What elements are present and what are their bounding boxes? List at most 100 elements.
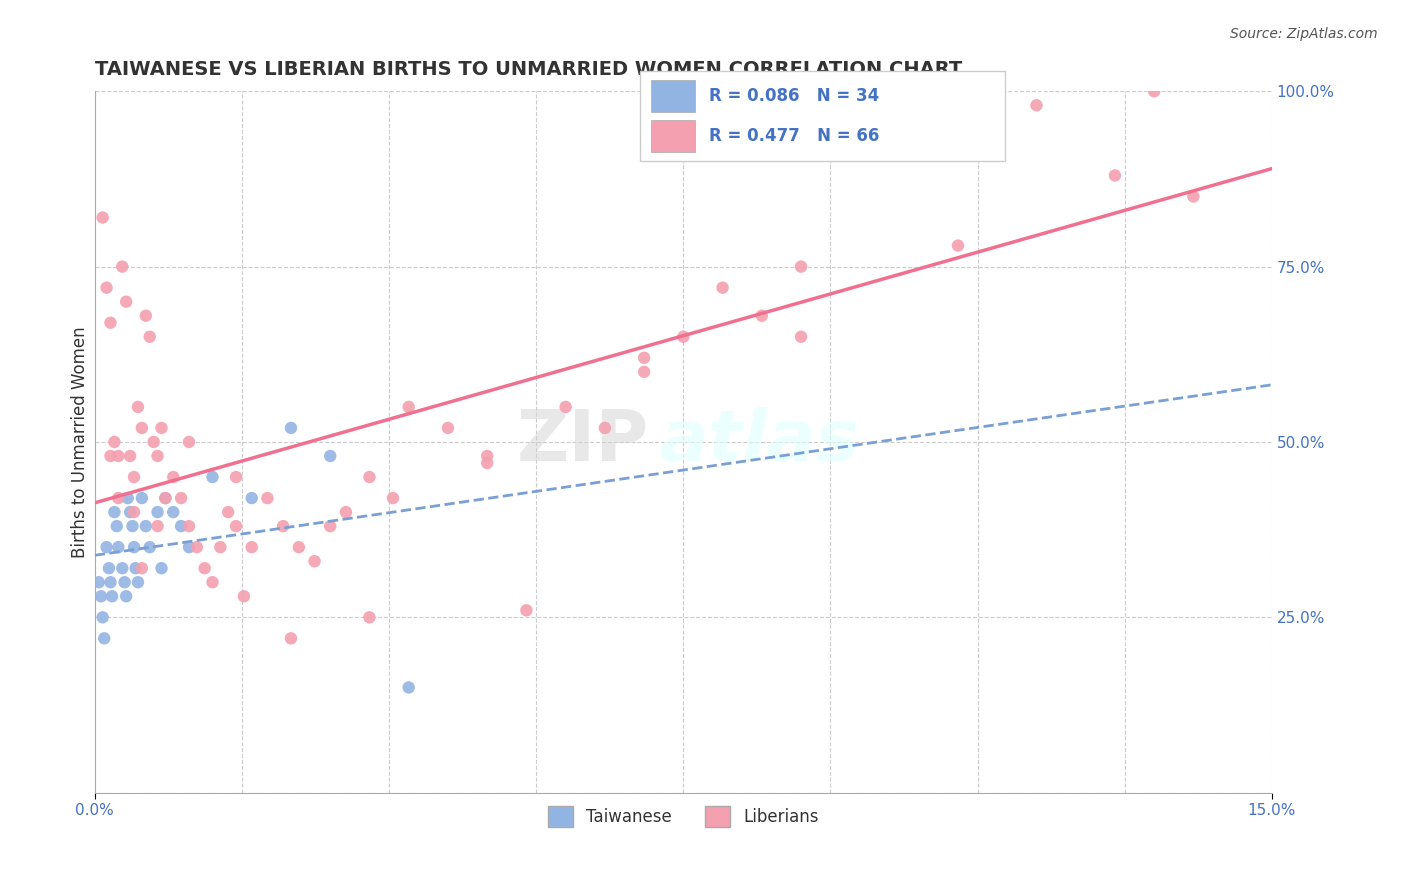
Point xyxy=(120,449,142,463)
Point xyxy=(790,260,813,274)
Point xyxy=(162,470,184,484)
Point xyxy=(146,449,169,463)
Point xyxy=(150,421,173,435)
Point xyxy=(103,505,125,519)
Point xyxy=(100,449,122,463)
Point xyxy=(633,351,655,365)
Point xyxy=(946,238,969,252)
Point xyxy=(1143,84,1166,98)
Point xyxy=(131,421,153,435)
Point xyxy=(87,575,110,590)
Point xyxy=(114,575,136,590)
Point xyxy=(111,561,134,575)
Point xyxy=(101,589,124,603)
Text: R = 0.086   N = 34: R = 0.086 N = 34 xyxy=(709,87,879,105)
Point xyxy=(382,491,405,505)
Point xyxy=(91,610,114,624)
Bar xyxy=(651,120,695,152)
Point xyxy=(437,421,460,435)
Point xyxy=(138,540,160,554)
Point xyxy=(127,400,149,414)
Point xyxy=(232,589,254,603)
Point xyxy=(869,120,891,134)
Point xyxy=(127,575,149,590)
Point xyxy=(124,561,146,575)
Point xyxy=(170,491,193,505)
Point xyxy=(201,575,224,590)
Point xyxy=(135,309,157,323)
Point xyxy=(304,554,326,568)
Point xyxy=(150,561,173,575)
Point xyxy=(593,421,616,435)
Point xyxy=(120,505,142,519)
Point xyxy=(672,330,695,344)
Point xyxy=(142,434,165,449)
Point xyxy=(146,519,169,533)
Point xyxy=(256,491,278,505)
Point xyxy=(554,400,576,414)
Point xyxy=(122,505,145,519)
Point xyxy=(105,519,128,533)
Point xyxy=(177,519,200,533)
Point xyxy=(97,561,120,575)
Point xyxy=(359,610,381,624)
Point xyxy=(225,470,247,484)
Point xyxy=(177,540,200,554)
Point xyxy=(91,211,114,225)
Point xyxy=(170,519,193,533)
Point xyxy=(790,330,813,344)
Bar xyxy=(651,80,695,112)
Point xyxy=(1182,189,1205,203)
Point xyxy=(225,519,247,533)
Point xyxy=(135,519,157,533)
Point xyxy=(96,280,118,294)
Text: ZIP: ZIP xyxy=(517,408,650,476)
Legend: Taiwanese, Liberians: Taiwanese, Liberians xyxy=(541,800,825,833)
Point xyxy=(946,140,969,154)
Point xyxy=(1104,169,1126,183)
Point xyxy=(240,540,263,554)
Point xyxy=(280,632,302,646)
Point xyxy=(209,540,232,554)
Point xyxy=(146,505,169,519)
Point xyxy=(633,365,655,379)
Text: TAIWANESE VS LIBERIAN BIRTHS TO UNMARRIED WOMEN CORRELATION CHART: TAIWANESE VS LIBERIAN BIRTHS TO UNMARRIE… xyxy=(94,60,962,78)
Point xyxy=(115,294,138,309)
Point xyxy=(100,316,122,330)
Point xyxy=(194,561,217,575)
Point xyxy=(186,540,208,554)
Point xyxy=(398,681,420,695)
Point xyxy=(117,491,139,505)
Point xyxy=(319,519,342,533)
FancyBboxPatch shape xyxy=(640,71,1005,161)
Point xyxy=(107,540,129,554)
Point xyxy=(162,505,184,519)
Point xyxy=(107,491,129,505)
Point xyxy=(121,519,143,533)
Point xyxy=(93,632,115,646)
Point xyxy=(288,540,311,554)
Point xyxy=(1025,98,1047,112)
Point xyxy=(122,540,145,554)
Point xyxy=(217,505,239,519)
Point xyxy=(359,470,381,484)
Point xyxy=(155,491,177,505)
Point xyxy=(122,470,145,484)
Point xyxy=(103,434,125,449)
Point xyxy=(335,505,357,519)
Point xyxy=(115,589,138,603)
Point xyxy=(96,540,118,554)
Point xyxy=(271,519,294,533)
Point xyxy=(111,260,134,274)
Point xyxy=(90,589,112,603)
Point xyxy=(751,309,773,323)
Text: R = 0.477   N = 66: R = 0.477 N = 66 xyxy=(709,128,880,145)
Point xyxy=(280,421,302,435)
Point xyxy=(201,470,224,484)
Point xyxy=(131,561,153,575)
Y-axis label: Births to Unmarried Women: Births to Unmarried Women xyxy=(72,326,89,558)
Point xyxy=(155,491,177,505)
Point xyxy=(475,449,498,463)
Point xyxy=(138,330,160,344)
Point xyxy=(398,400,420,414)
